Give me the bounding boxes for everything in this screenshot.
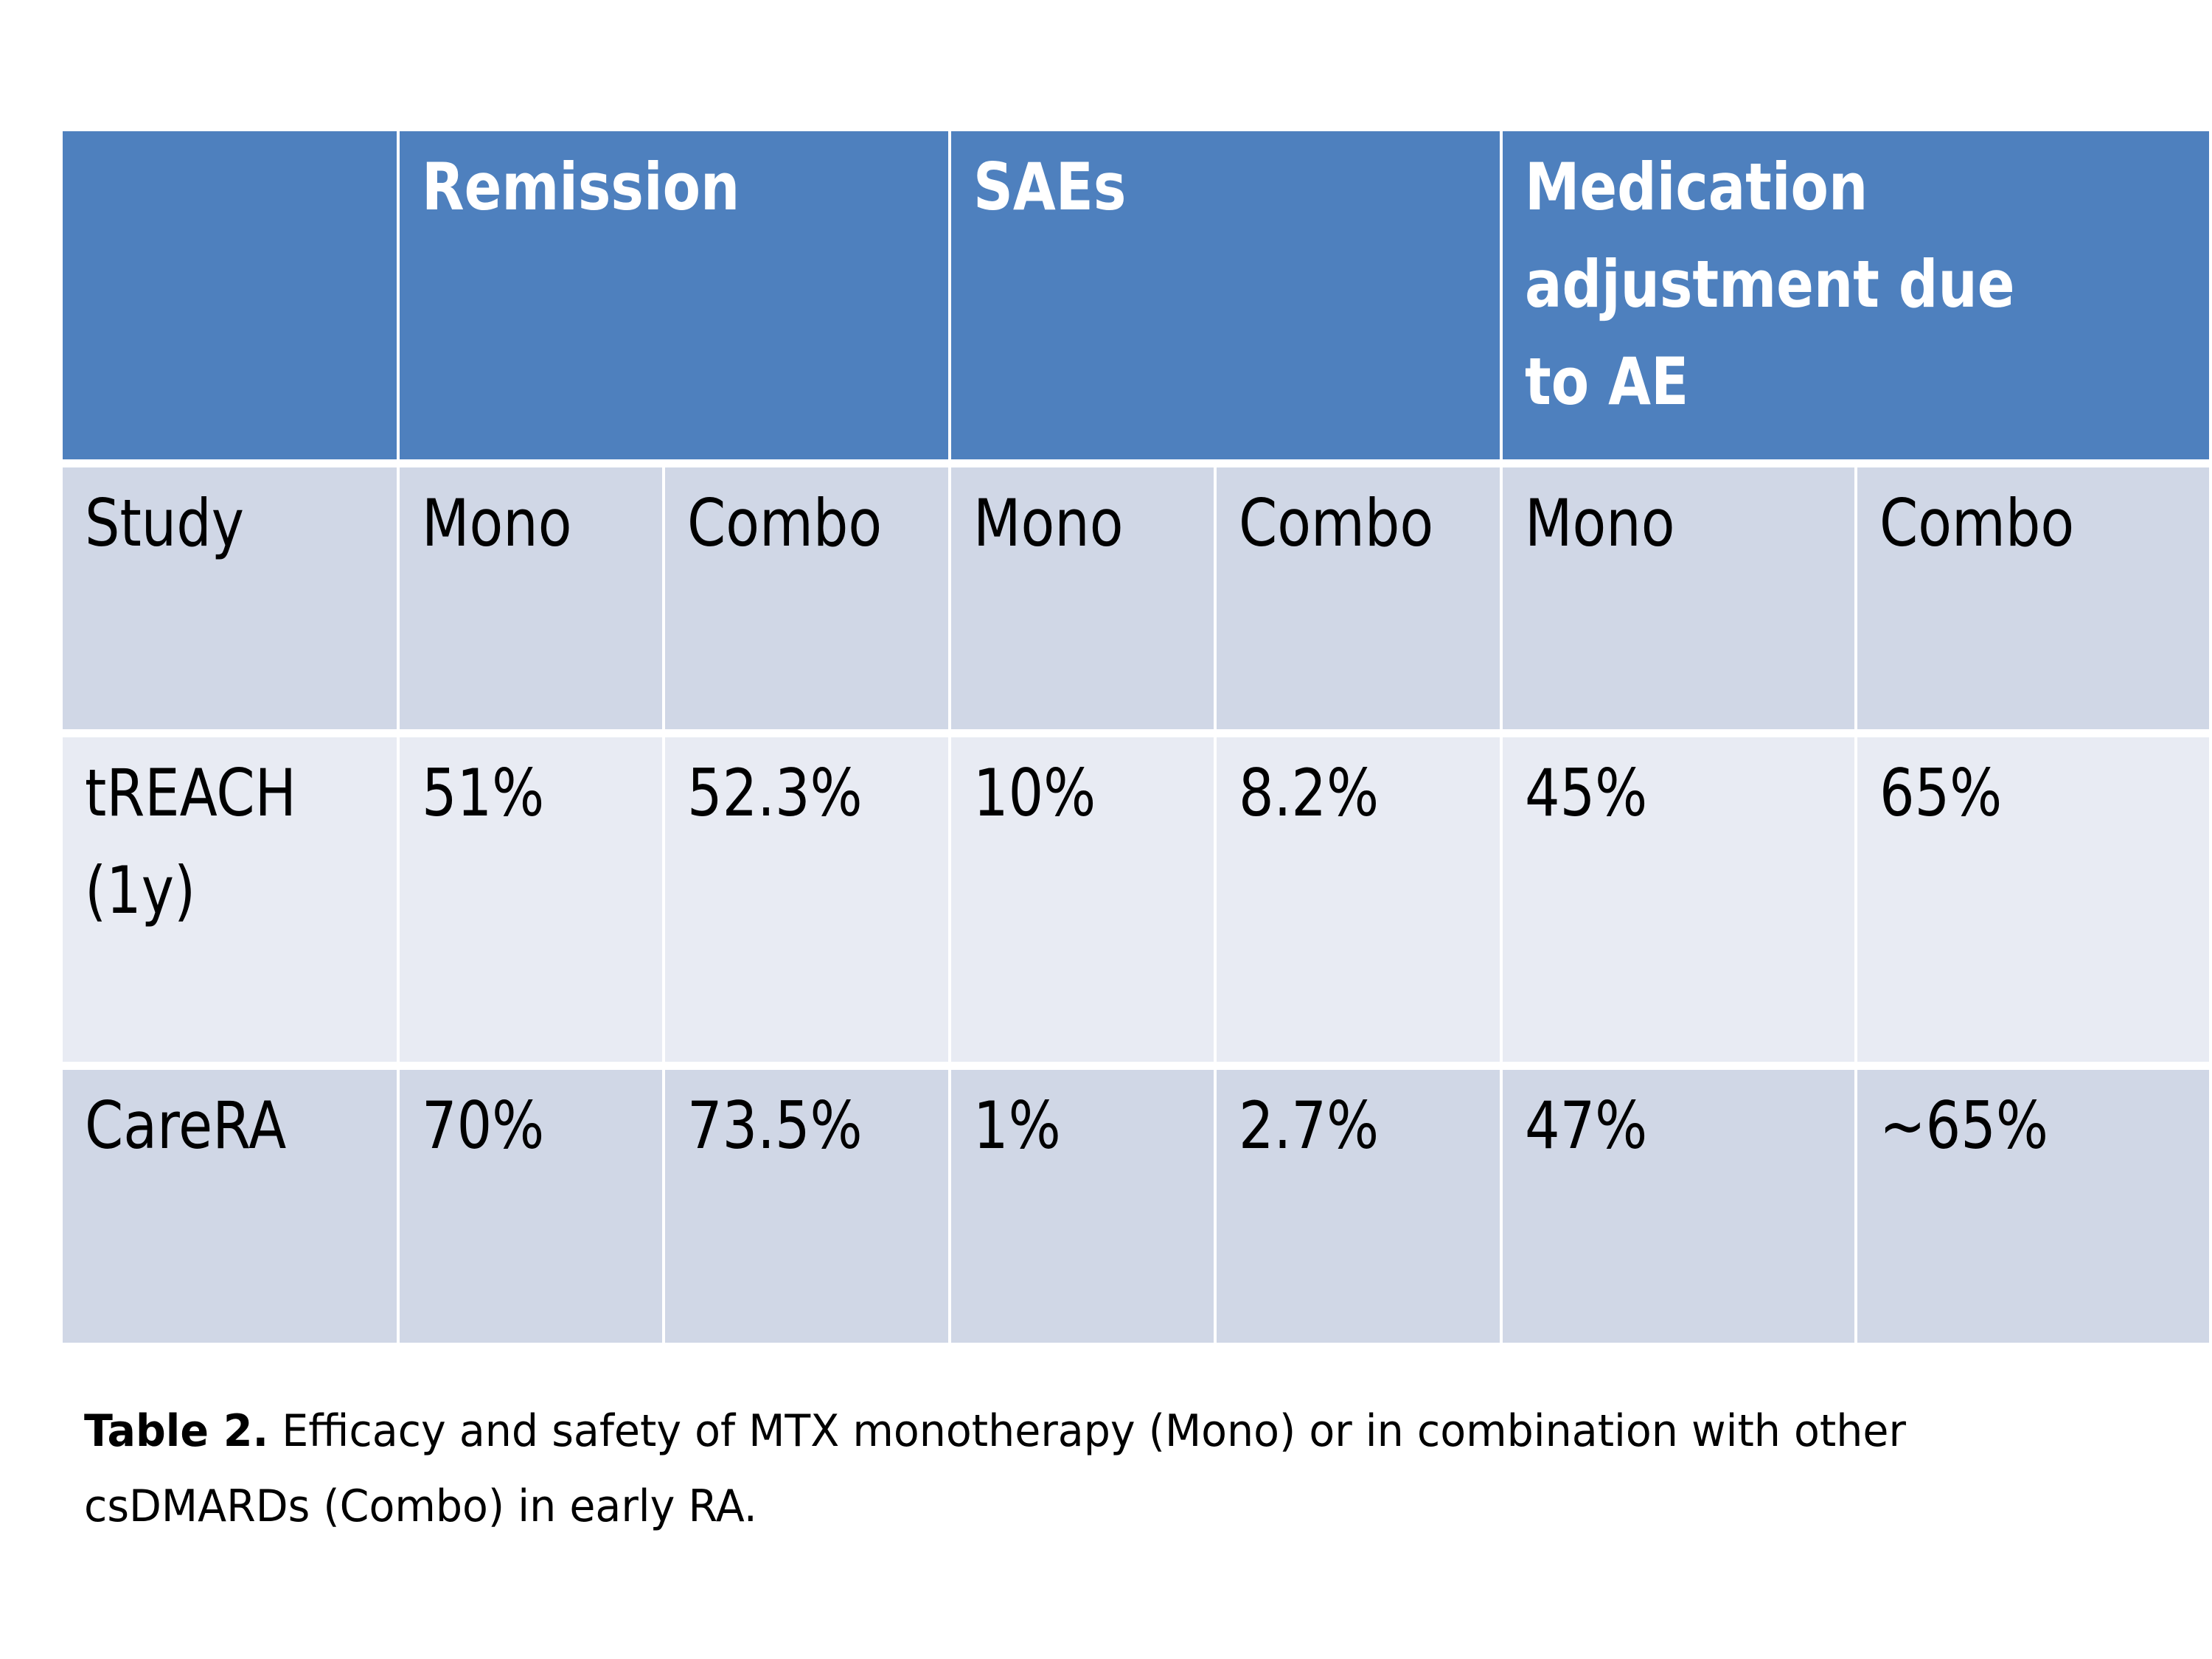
study-column-label: Study [85,485,244,561]
medadjust-combo-value: ~65% [1879,1088,2048,1164]
value-cell: 8.2% [1217,737,1500,1062]
column-header-row: Study Mono Combo Mono Combo Mono Combo [63,467,2209,729]
results-table: Remission SAEs Medication adjustment due… [60,123,2212,1351]
value-cell: 1% [950,1070,1214,1343]
remission-mono-value: 51% [422,755,545,831]
saes-combo-value: 8.2% [1239,755,1380,831]
combo-column-label: Combo [1239,485,1434,561]
remission-combo-value: 52.3% [687,755,863,831]
medication-adjustment-label: Medication adjustment due to AE [1524,149,2015,420]
table-row-treach: tREACH (1y) 51% 52.3% 10% 8.2% 45% 65% [63,737,2209,1062]
mono-column-label: Mono [973,485,1124,561]
combo-column-label: Combo [1879,485,2075,561]
value-cell: 47% [1502,1070,1854,1343]
saes-label: SAEs [973,149,1127,225]
column-header-remission-combo: Combo [665,467,948,729]
header-cell-blank [63,131,397,459]
value-cell: 45% [1502,737,1854,1062]
remission-combo-value: 73.5% [687,1088,863,1164]
value-cell: ~65% [1857,1070,2209,1343]
column-header-saes-mono: Mono [950,467,1214,729]
caption-label: Table 2. [84,1405,269,1457]
combo-column-label: Combo [687,485,883,561]
column-header-saes-combo: Combo [1217,467,1500,729]
study-name: CareRA [85,1088,287,1164]
value-cell: 73.5% [665,1070,948,1343]
medadjust-combo-value: 65% [1879,755,2003,831]
value-cell: 2.7% [1217,1070,1500,1343]
study-name-cell: tREACH (1y) [63,737,397,1062]
mono-column-label: Mono [1524,485,1675,561]
column-header-study: Study [63,467,397,729]
medadjust-mono-value: 47% [1524,1088,1648,1164]
medadjust-mono-value: 45% [1524,755,1648,831]
header-cell-remission: Remission [400,131,948,459]
caption-text-wrapper: Table 2. Efficacy and safety of MTX mono… [84,1394,2115,1544]
value-cell: 10% [950,737,1214,1062]
value-cell: 65% [1857,737,2209,1062]
column-header-medadjust-mono: Mono [1502,467,1854,729]
header-cell-medication-adjustment: Medication adjustment due to AE [1502,131,2209,459]
value-cell: 70% [400,1070,663,1343]
column-header-remission-mono: Mono [400,467,663,729]
value-cell: 51% [400,737,663,1062]
table-caption: Table 2. Efficacy and safety of MTX mono… [84,1394,2163,1544]
study-name: tREACH (1y) [85,755,296,928]
table-row-carera: CareRA 70% 73.5% 1% 2.7% 47% ~65% [63,1070,2209,1343]
header-group-row: Remission SAEs Medication adjustment due… [63,131,2209,459]
study-name-cell: CareRA [63,1070,397,1343]
caption-body: Efficacy and safety of MTX monotherapy (… [84,1405,1906,1532]
value-cell: 52.3% [665,737,948,1062]
mono-column-label: Mono [422,485,572,561]
column-header-medadjust-combo: Combo [1857,467,2209,729]
saes-combo-value: 2.7% [1239,1088,1380,1164]
remission-label: Remission [422,149,740,225]
header-cell-saes: SAEs [950,131,1500,459]
saes-mono-value: 10% [973,755,1096,831]
remission-mono-value: 70% [422,1088,545,1164]
saes-mono-value: 1% [973,1088,1061,1164]
